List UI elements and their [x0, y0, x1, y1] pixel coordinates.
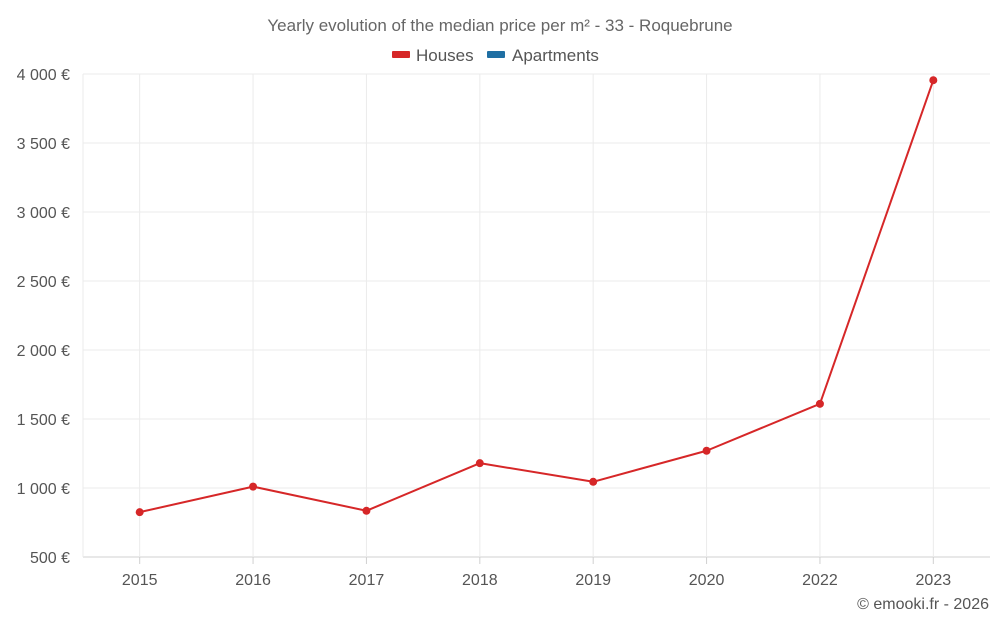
data-point-houses-2023[interactable] [929, 76, 938, 85]
x-axis-ticks [139, 557, 934, 564]
series-layer [135, 76, 938, 517]
y-tick-label: 3 500 € [17, 136, 70, 153]
legend-label-houses: Houses [416, 46, 474, 65]
data-point-houses-2017[interactable] [362, 506, 371, 515]
y-gridlines [83, 73, 990, 558]
x-axis-tick-labels: 2015 2016 2017 2018 2019 2020 2022 2023 [122, 572, 951, 589]
series-line-houses [139, 79, 935, 514]
data-point-houses-2015[interactable] [135, 508, 144, 517]
legend-item-apartments[interactable]: Apartments [487, 46, 599, 65]
x-tick-label: 2017 [349, 572, 385, 589]
x-tick-label: 2018 [462, 572, 498, 589]
legend-swatch-houses [392, 51, 410, 58]
x-tick-label: 2022 [802, 572, 838, 589]
y-tick-label: 2 000 € [17, 343, 70, 360]
x-tick-label: 2019 [575, 572, 611, 589]
y-axis-tick-labels: 500 € 1 000 € 1 500 € 2 000 € 2 500 € 3 000 €… [17, 67, 70, 567]
x-tick-label: 2015 [122, 572, 158, 589]
chart-title: Yearly evolution of the median price per… [267, 16, 732, 35]
x-tick-label: 2023 [916, 572, 952, 589]
x-tick-label: 2020 [689, 572, 725, 589]
y-tick-label: 1 000 € [17, 481, 70, 498]
x-gridlines [82, 74, 934, 557]
data-point-houses-2018[interactable] [475, 459, 484, 468]
legend-item-houses[interactable]: Houses [392, 46, 474, 65]
data-point-houses-2019[interactable] [589, 477, 598, 486]
y-tick-label: 500 € [30, 550, 70, 567]
credit-text: © emooki.fr - 2026 [857, 596, 989, 613]
legend: Houses Apartments [392, 46, 599, 65]
data-point-houses-2016[interactable] [249, 482, 258, 491]
legend-label-apartments: Apartments [512, 46, 599, 65]
y-tick-label: 3 000 € [17, 205, 70, 222]
y-tick-label: 1 500 € [17, 412, 70, 429]
y-tick-label: 4 000 € [17, 67, 70, 84]
legend-swatch-apartments [487, 51, 505, 58]
data-point-houses-2020[interactable] [702, 446, 711, 455]
y-tick-label: 2 500 € [17, 274, 70, 291]
x-tick-label: 2016 [235, 572, 271, 589]
data-point-houses-2022[interactable] [815, 399, 824, 408]
